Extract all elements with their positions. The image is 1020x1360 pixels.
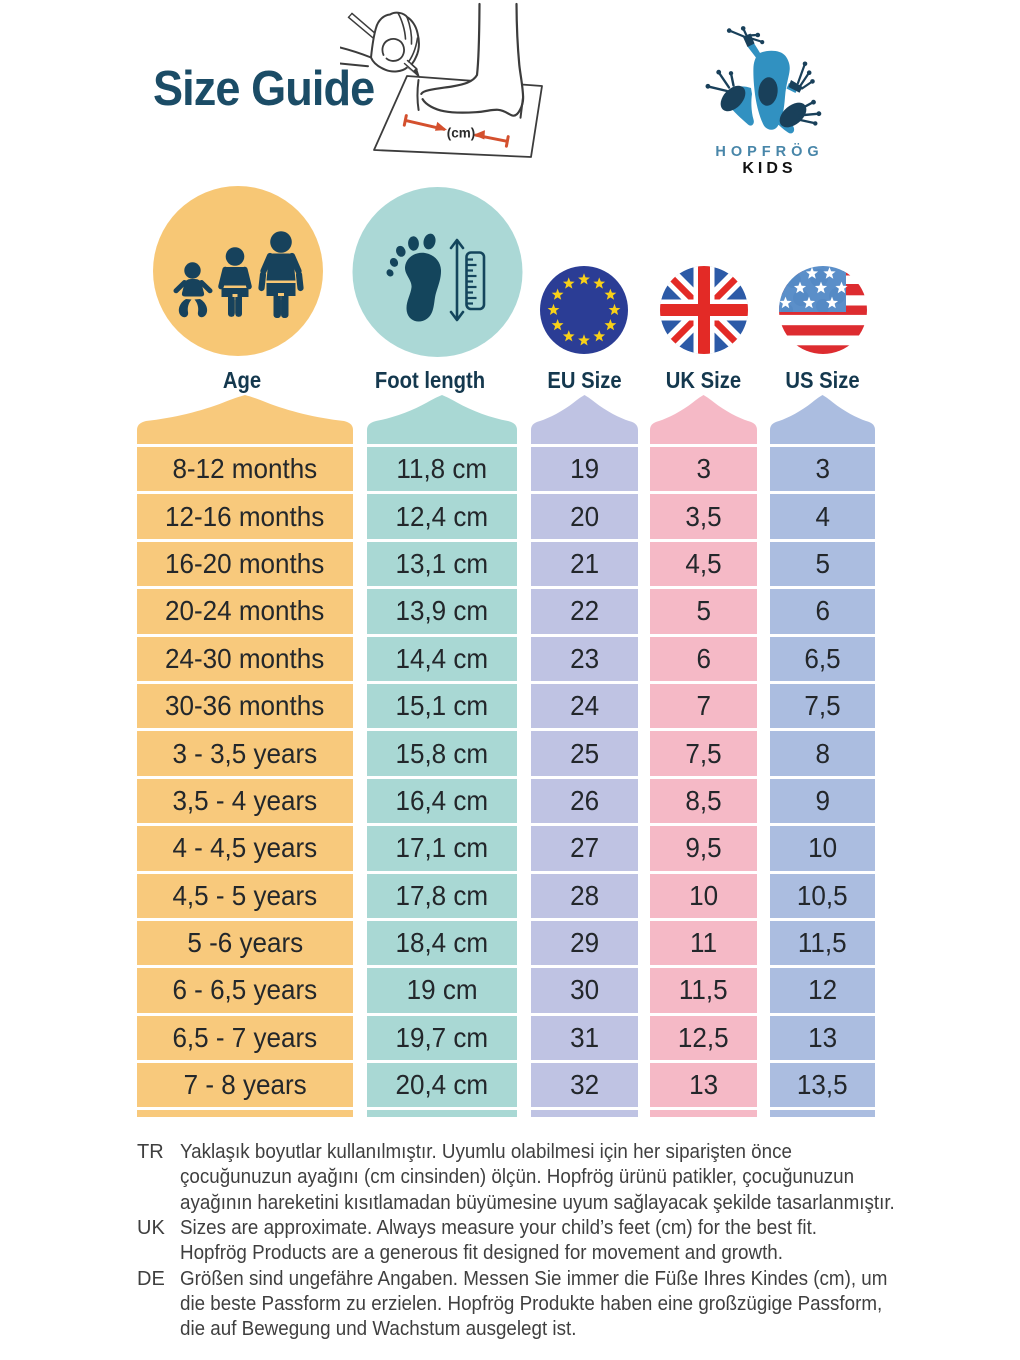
svg-text:(cm): (cm) [447, 126, 476, 141]
